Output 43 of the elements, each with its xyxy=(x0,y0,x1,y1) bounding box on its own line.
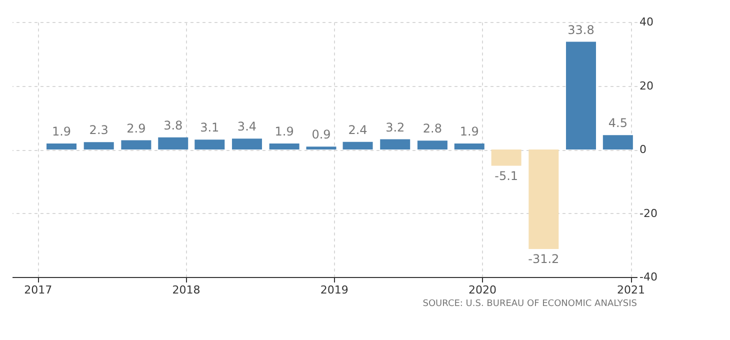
y-tick-label: -40 xyxy=(640,270,658,284)
data-label: 2.9 xyxy=(126,121,146,136)
bar xyxy=(158,137,188,150)
data-label: 0.9 xyxy=(312,128,331,142)
bar xyxy=(194,140,225,150)
bar xyxy=(306,146,336,150)
bar xyxy=(46,143,77,150)
data-label: 3.2 xyxy=(386,120,405,134)
x-tick-label: 2021 xyxy=(617,284,646,296)
data-label: -5.1 xyxy=(494,168,518,183)
x-tick-label: 2018 xyxy=(172,284,200,296)
bar xyxy=(491,150,522,166)
data-label: 1.9 xyxy=(460,124,479,138)
data-label: 2.3 xyxy=(89,123,108,138)
bar xyxy=(454,143,484,150)
data-label: 2.8 xyxy=(422,122,442,136)
data-label: 33.8 xyxy=(568,22,594,37)
bar xyxy=(380,139,410,150)
source-note: SOURCE: U.S. BUREAU OF ECONOMIC ANALYSIS xyxy=(422,299,638,309)
bar xyxy=(528,150,559,249)
y-tick-label: 40 xyxy=(640,16,654,28)
data-label: 1.9 xyxy=(274,124,294,138)
y-tick-label: 0 xyxy=(640,143,646,156)
bar xyxy=(84,142,114,150)
bar xyxy=(342,142,373,150)
x-tick-label: 2019 xyxy=(320,284,348,296)
y-tick-label: -20 xyxy=(640,206,658,220)
data-label: 3.8 xyxy=(164,118,183,132)
bar xyxy=(232,138,262,150)
bar xyxy=(121,140,152,150)
data-label: 3.4 xyxy=(237,120,257,134)
data-label: 3.1 xyxy=(200,120,220,135)
data-label: 2.4 xyxy=(348,122,368,137)
bar xyxy=(602,135,633,150)
bar xyxy=(417,140,448,150)
data-label: 1.9 xyxy=(52,124,72,138)
data-label: 4.5 xyxy=(608,116,628,130)
bar xyxy=(566,42,596,150)
bar xyxy=(269,143,300,150)
x-tick-label: 2020 xyxy=(468,284,496,296)
y-tick-label: 20 xyxy=(640,79,654,92)
data-label: -31.2 xyxy=(528,252,560,266)
x-tick-label: 2017 xyxy=(24,284,52,296)
